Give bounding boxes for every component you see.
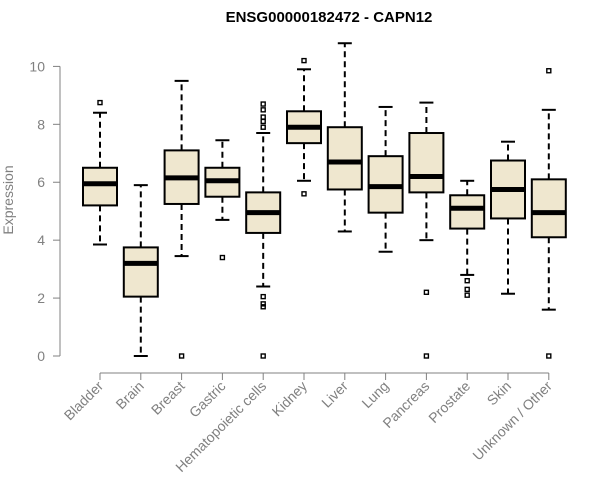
x-tick-label: Lung: [358, 378, 391, 411]
outlier-point: [464, 278, 470, 284]
iqr-box: [326, 126, 363, 191]
outlier-point: [260, 107, 266, 113]
y-axis: 0 2 4 6 8 10: [29, 58, 61, 364]
outlier-point: [260, 304, 266, 310]
y-tick-label: 0: [37, 348, 45, 364]
x-tick-label: Bladder: [61, 378, 107, 424]
y-tick-label: 8: [37, 116, 45, 132]
iqr-box: [122, 246, 159, 298]
outlier-point: [219, 254, 226, 261]
outlier-point: [260, 301, 266, 307]
outlier-point: [464, 292, 470, 298]
iqr-box: [530, 178, 567, 239]
outlier-point: [546, 68, 552, 74]
y-tick-label: 4: [37, 232, 45, 248]
box-unknown-other: [530, 68, 567, 359]
box-bladder: [82, 99, 118, 246]
box-skin: [490, 140, 526, 295]
outlier-point: [260, 114, 266, 120]
y-axis-label: Expression: [0, 165, 16, 234]
outlier-point: [260, 118, 266, 125]
x-tick-label: Kidney: [269, 378, 311, 420]
outlier-point: [260, 293, 266, 300]
outlier-point: [260, 124, 266, 130]
box-gastric: [204, 139, 241, 261]
box-hematopoietic-cells: [245, 101, 282, 359]
outlier-point: [423, 289, 430, 295]
x-tick-label: Liver: [318, 378, 351, 411]
outlier-point: [260, 353, 266, 359]
box-liver: [326, 42, 363, 233]
outlier-point: [546, 353, 552, 359]
outlier-point: [97, 99, 103, 106]
x-tick-label: Skin: [484, 378, 515, 409]
box-prostate: [449, 179, 486, 298]
iqr-box: [82, 166, 118, 207]
outlier-point: [178, 353, 185, 359]
x-tick-label: Prostate: [425, 378, 473, 426]
outlier-point: [260, 101, 266, 107]
box-kidney: [286, 57, 322, 197]
iqr-box: [408, 132, 445, 194]
outlier-point: [301, 57, 307, 64]
box-pancreas: [408, 101, 445, 359]
outlier-point: [301, 191, 307, 197]
outlier-point: [423, 353, 430, 359]
box-lung: [367, 105, 404, 253]
x-tick-label: Brain: [112, 378, 146, 412]
iqr-box: [449, 194, 486, 230]
boxes-group: [82, 42, 567, 359]
chart-title: ENSG00000182472 - CAPN12: [226, 9, 433, 26]
y-tick-label: 6: [37, 174, 45, 190]
y-tick-label: 10: [29, 58, 45, 74]
y-tick-label: 2: [37, 290, 45, 306]
box-breast: [163, 79, 200, 359]
outlier-point: [464, 286, 470, 293]
box-brain: [122, 184, 159, 357]
x-tick-label: Breast: [148, 378, 188, 418]
